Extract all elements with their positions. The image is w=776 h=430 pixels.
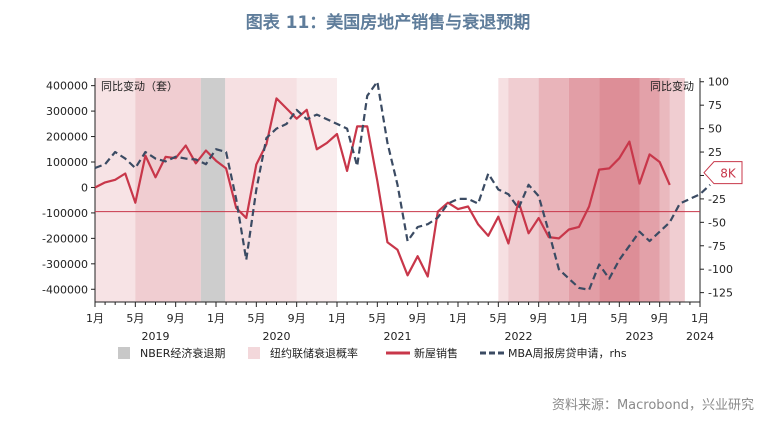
x-tick-label: 5月 <box>126 312 144 325</box>
probability-band <box>639 78 660 302</box>
annotation-label: 8K <box>720 167 737 181</box>
legend-label: NBER经济衰退期 <box>140 346 225 360</box>
right-tick-label: 75 <box>708 99 722 112</box>
x-tick-label: 9月 <box>651 312 669 325</box>
x-tick-label: 1月 <box>86 312 104 325</box>
probability-band <box>669 78 685 302</box>
series-mba-applications <box>94 80 711 291</box>
x-tick-label: 5月 <box>489 312 507 325</box>
x-tick-label: 1月 <box>328 312 346 325</box>
left-tick-label: 300000 <box>46 105 88 118</box>
right-tick-label: 50 <box>708 123 722 136</box>
left-axis: 400000 300000 200000 100000 0 -100000 -200000 -… <box>42 80 95 296</box>
shaded-bands <box>95 78 685 302</box>
year-label: 2021 <box>384 330 412 343</box>
left-tick-label: -400000 <box>42 283 88 296</box>
legend-label: 新屋销售 <box>414 346 458 360</box>
year-label: 2020 <box>263 330 291 343</box>
right-axis-label: 同比变动 <box>650 79 694 93</box>
source-note: 资料来源：Macrobond，兴业研究 <box>551 398 754 413</box>
x-tick-label: 5月 <box>368 312 386 325</box>
x-tick-label: 9月 <box>409 312 427 325</box>
x-tick-label: 9月 <box>288 312 306 325</box>
year-label: 2022 <box>505 330 533 343</box>
probability-band <box>508 78 539 302</box>
left-tick-label: 200000 <box>46 131 88 144</box>
right-axis: 1007550250-25-50-75-100-125 <box>700 76 733 300</box>
x-tick-label: 1月 <box>449 312 467 325</box>
annotation: 8K <box>703 161 743 185</box>
nber-recession-band <box>200 78 226 302</box>
series-lines <box>94 80 711 291</box>
probability-band <box>538 78 569 302</box>
probability-band <box>599 78 640 302</box>
year-label: 2019 <box>142 330 170 343</box>
left-tick-label: -300000 <box>42 258 88 271</box>
right-tick-label: -50 <box>708 216 726 229</box>
right-tick-label: -25 <box>708 193 726 206</box>
probability-band <box>95 78 136 302</box>
x-tick-label: 9月 <box>167 312 185 325</box>
probability-band <box>498 78 509 302</box>
legend-label: 纽约联储衰退概率 <box>270 346 358 360</box>
probability-band <box>659 78 670 302</box>
figure-title: 图表 11：美国房地产销售与衰退预期 <box>245 13 531 33</box>
year-label: 2023 <box>626 330 654 343</box>
right-tick-label: -75 <box>708 240 726 253</box>
right-tick-label: -125 <box>708 287 733 300</box>
x-tick-label: 5月 <box>610 312 628 325</box>
legend-label: MBA周报房贷申请，rhs <box>508 346 627 360</box>
x-tick-label: 1月 <box>207 312 225 325</box>
left-tick-label: -200000 <box>42 232 88 245</box>
left-axis-label: 同比变动（套） <box>101 79 178 93</box>
probability-band <box>296 78 337 302</box>
x-tick-label: 9月 <box>530 312 548 325</box>
left-tick-label: 400000 <box>46 80 88 93</box>
x-tick-label: 1月 <box>691 312 709 325</box>
x-tick-label: 5月 <box>247 312 265 325</box>
year-label: 2024 <box>686 330 714 343</box>
legend: NBER经济衰退期 纽约联储衰退概率 新屋销售 MBA周报房贷申请，rhs <box>118 346 627 360</box>
right-tick-label: 100 <box>708 76 729 89</box>
left-tick-label: 100000 <box>46 156 88 169</box>
series-new-home-sales <box>94 97 671 278</box>
x-axis: 1月 5月 9月 1月 5月 9月 1月 5月 9月 1月 5月 9月 1月 5月 9月 1月 2019 2020… <box>86 302 714 343</box>
x-tick-label: 1月 <box>570 312 588 325</box>
right-tick-label: 25 <box>708 146 722 159</box>
legend-swatch-probability <box>248 347 260 359</box>
probability-band <box>135 78 201 302</box>
left-tick-label: -100000 <box>42 207 88 220</box>
right-tick-label: -100 <box>708 263 733 276</box>
annotation-callout <box>703 161 743 185</box>
probability-band <box>225 78 297 302</box>
legend-swatch-nber <box>118 347 130 359</box>
left-tick-label: 0 <box>81 181 88 194</box>
